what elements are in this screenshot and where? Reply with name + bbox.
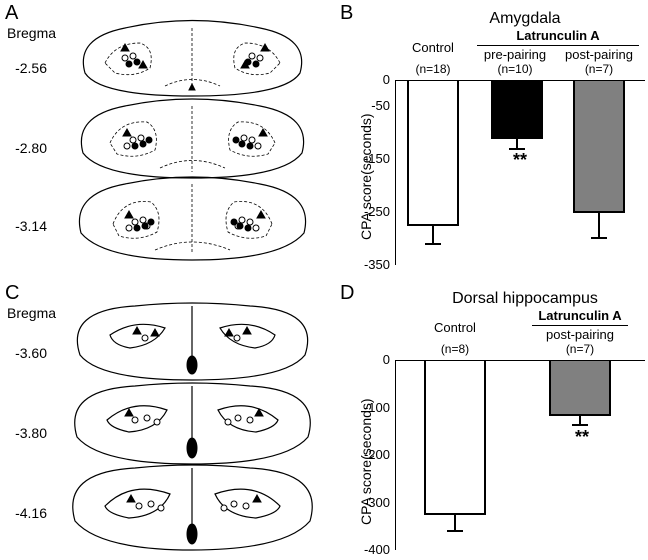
panel-b-label: B <box>340 2 353 25</box>
panel-d-group1-name: post-pairing <box>530 327 630 342</box>
panel-c-label: C <box>5 282 19 305</box>
panel-b-ytick-1: -50 <box>358 98 390 113</box>
panel-a-coord-0: -2.56 <box>7 60 47 76</box>
panel-a-coord-2: -3.14 <box>7 218 47 234</box>
panel-d-chart <box>395 360 645 550</box>
panel-b-treatment-label: Latrunculin A <box>477 28 639 43</box>
panel-a-sections <box>55 18 330 268</box>
panel-a-bregma: Bregma <box>7 25 56 41</box>
panel-b-group2-name: post-pairing <box>557 47 641 62</box>
panel-b-group0-n: (n=18) <box>398 62 468 76</box>
panel-d-treatment-label: Latrunculin A <box>530 308 630 323</box>
panel-a-coord-1: -2.80 <box>7 140 47 156</box>
panel-c-bregma: Bregma <box>7 305 56 321</box>
panel-d-group1-n: (n=7) <box>530 342 630 356</box>
panel-b-group1-n: (n=10) <box>473 62 557 76</box>
panel-c-coord-2: -4.16 <box>7 505 47 521</box>
panel-b-ytick-4: -350 <box>358 257 390 272</box>
panel-d-label: D <box>340 282 354 305</box>
panel-b-ytick-0: 0 <box>358 72 390 87</box>
panel-d-ytick-0: 0 <box>358 352 390 367</box>
panel-b-title: Amygdala <box>445 10 605 28</box>
panel-b-sig: ** <box>500 150 540 171</box>
panel-c-coord-0: -3.60 <box>7 345 47 361</box>
panel-d-sig: ** <box>562 427 602 448</box>
panel-d-group0-name: Control <box>410 320 500 335</box>
panel-d-group0-n: (n=8) <box>410 342 500 356</box>
panel-c-coord-1: -3.80 <box>7 425 47 441</box>
panel-d-title: Dorsal hippocampus <box>420 290 630 308</box>
panel-b-ylabel: CPA score(seconds) <box>358 113 374 240</box>
panel-b-group2-n: (n=7) <box>557 62 641 76</box>
panel-b-group1-name: pre-pairing <box>473 47 557 62</box>
panel-d-ylabel: CPA score(seconds) <box>358 398 374 525</box>
panel-a-label: A <box>5 2 18 25</box>
panel-b-chart <box>395 80 645 265</box>
panel-b-treatment-underline <box>477 45 639 46</box>
panel-c-sections <box>55 300 330 555</box>
panel-d-treatment-underline <box>532 325 628 326</box>
panel-b-group0-name: Control <box>398 40 468 55</box>
panel-d-ytick-4: -400 <box>358 542 390 557</box>
